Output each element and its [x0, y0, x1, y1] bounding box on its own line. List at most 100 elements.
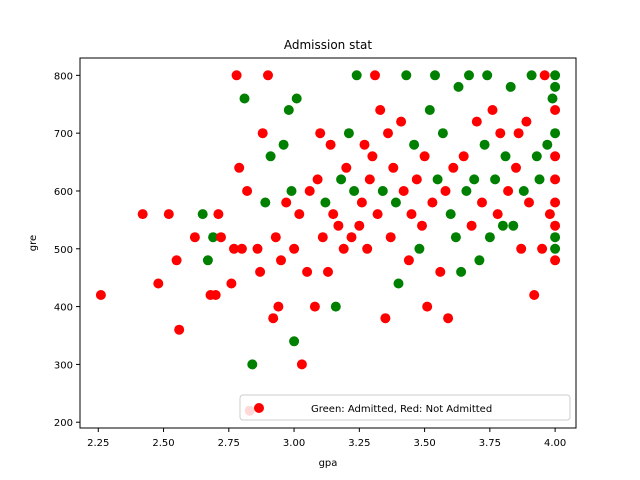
point-not-admitted: [273, 301, 284, 312]
point-not-admitted: [153, 278, 164, 289]
point-not-admitted: [302, 266, 313, 277]
point-admitted: [550, 81, 561, 92]
x-tick-label: 3.75: [479, 438, 501, 449]
point-admitted: [393, 278, 404, 289]
point-admitted: [453, 81, 464, 92]
point-not-admitted: [380, 313, 391, 324]
point-admitted: [474, 255, 485, 266]
y-axis-ticks: 200 300 400 500 600 700 800: [54, 71, 80, 429]
point-admitted: [534, 174, 545, 185]
point-not-admitted: [422, 301, 433, 312]
point-admitted: [320, 197, 331, 208]
x-tick-label: 2.25: [87, 438, 109, 449]
point-admitted: [343, 128, 354, 139]
point-admitted: [479, 139, 490, 150]
point-not-admitted: [364, 174, 375, 185]
point-admitted: [550, 70, 561, 81]
point-admitted: [430, 70, 440, 81]
point-not-admitted: [312, 174, 323, 185]
point-admitted: [490, 174, 501, 185]
point-admitted: [432, 174, 443, 185]
point-not-admitted: [375, 105, 386, 115]
point-not-admitted: [315, 128, 326, 139]
y-tick-label: 800: [54, 71, 73, 82]
point-not-admitted: [323, 266, 333, 277]
point-admitted: [283, 105, 294, 115]
plot-frame: [79, 57, 577, 429]
point-not-admitted: [289, 243, 300, 254]
point-not-admitted: [529, 290, 540, 300]
point-admitted: [260, 197, 271, 208]
point-admitted: [437, 128, 448, 139]
point-not-admitted: [296, 359, 307, 370]
point-not-admitted: [213, 209, 224, 220]
chart-title: Admission stat: [284, 38, 373, 52]
point-not-admitted: [304, 186, 315, 196]
point-admitted: [526, 70, 537, 81]
point-admitted: [349, 186, 360, 196]
point-not-admitted: [372, 209, 383, 220]
point-not-admitted: [226, 278, 237, 289]
point-not-admitted: [550, 105, 561, 115]
point-not-admitted: [495, 128, 506, 139]
legend-label: Green: Admitted, Red: Not Admitted: [311, 404, 492, 415]
point-admitted: [202, 255, 213, 266]
point-not-admitted: [174, 324, 185, 335]
y-axis-label: gre: [28, 235, 39, 251]
point-not-admitted: [163, 209, 174, 220]
point-admitted: [508, 220, 519, 231]
point-not-admitted: [544, 209, 555, 220]
point-not-admitted: [487, 105, 498, 115]
point-admitted: [547, 93, 558, 104]
point-admitted: [482, 70, 493, 81]
x-tick-label: 3.00: [283, 438, 305, 449]
point-admitted: [505, 81, 516, 92]
point-not-admitted: [354, 220, 365, 231]
y-tick-label: 300: [54, 360, 73, 371]
point-not-admitted: [171, 255, 182, 266]
point-not-admitted: [367, 151, 378, 162]
point-not-admitted: [427, 197, 438, 208]
point-not-admitted: [338, 243, 349, 254]
point-admitted: [239, 93, 250, 104]
point-not-admitted: [550, 174, 561, 185]
point-admitted: [450, 232, 461, 243]
point-admitted: [289, 336, 300, 347]
point-not-admitted: [448, 162, 459, 173]
point-not-admitted: [513, 128, 524, 139]
point-not-admitted: [257, 128, 268, 139]
point-admitted: [286, 186, 297, 196]
point-not-admitted: [550, 197, 561, 208]
point-not-admitted: [550, 255, 561, 266]
point-admitted: [247, 359, 258, 370]
x-tick-label: 2.50: [152, 438, 174, 449]
point-not-admitted: [440, 186, 451, 196]
point-admitted: [484, 232, 495, 243]
point-not-admitted: [294, 209, 305, 220]
point-admitted: [500, 151, 511, 162]
point-not-admitted: [341, 162, 352, 173]
y-tick-label: 500: [54, 245, 73, 256]
point-not-admitted: [325, 139, 336, 150]
point-not-admitted: [263, 70, 273, 81]
point-not-admitted: [356, 197, 367, 208]
point-not-admitted: [398, 186, 409, 196]
point-not-admitted: [270, 232, 281, 243]
point-not-admitted: [458, 151, 469, 162]
point-admitted: [197, 209, 208, 220]
y-tick-label: 200: [54, 418, 73, 429]
point-not-admitted: [539, 70, 550, 81]
point-not-admitted: [309, 301, 320, 312]
point-not-admitted: [550, 220, 561, 231]
point-admitted: [409, 139, 420, 150]
point-not-admitted: [411, 174, 422, 185]
point-not-admitted: [435, 266, 446, 277]
point-not-admitted: [403, 255, 414, 266]
point-admitted: [424, 105, 435, 115]
point-not-admitted: [210, 290, 221, 300]
point-not-admitted: [537, 243, 548, 254]
point-not-admitted: [550, 151, 561, 162]
point-admitted: [531, 151, 542, 162]
point-not-admitted: [346, 232, 357, 243]
